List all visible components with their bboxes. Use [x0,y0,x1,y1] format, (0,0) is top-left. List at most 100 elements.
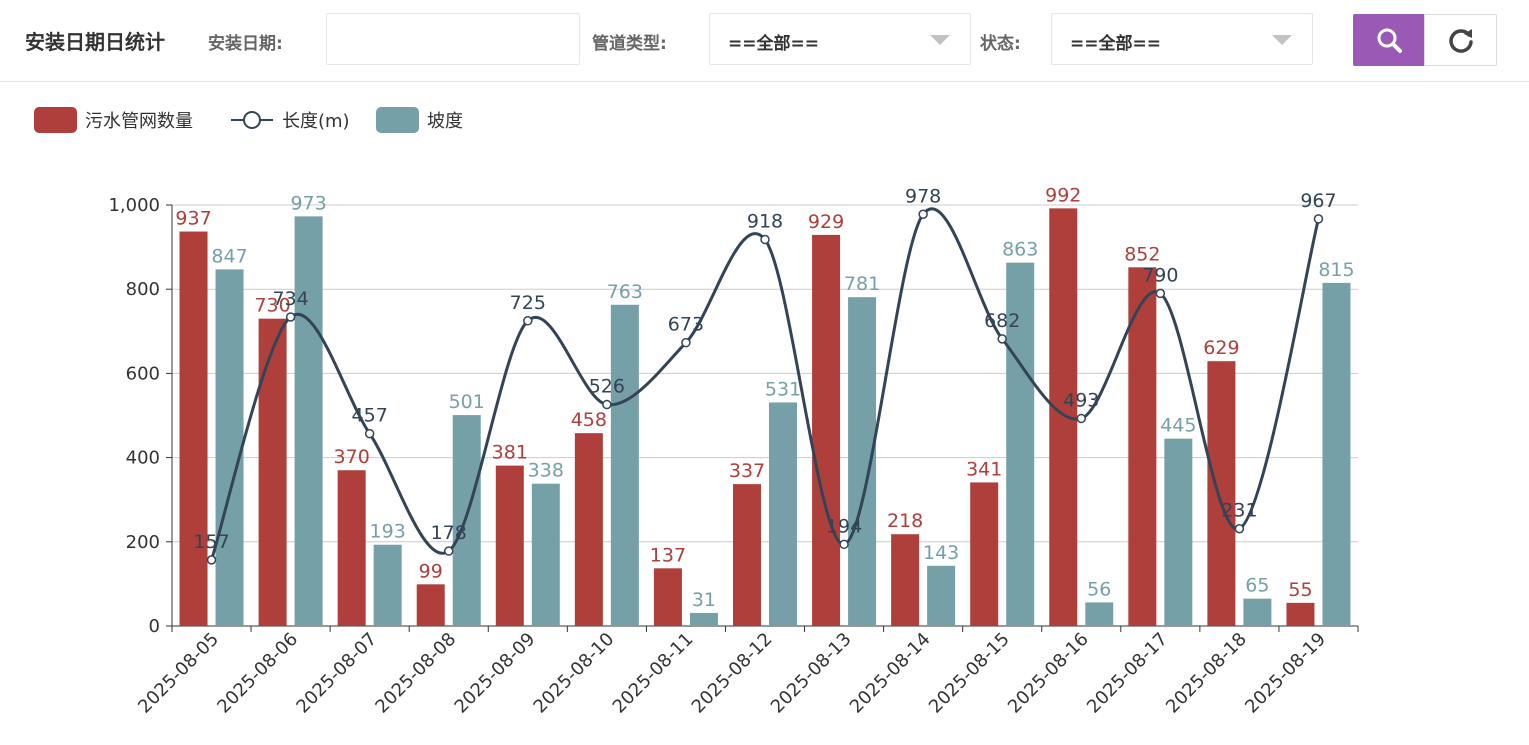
pipe-type-label: 管道类型: [592,34,667,54]
bar-data-label: 781 [844,273,880,295]
pipe-type-value: ==全部== [728,34,819,54]
bar [574,433,603,626]
line-data-label: 194 [826,515,862,537]
line-data-label: 918 [747,211,783,233]
x-tick-label: 2025-08-17 [1083,629,1172,718]
line-data-label: 978 [905,185,941,207]
bar-data-label: 815 [1318,259,1354,281]
bar [689,612,718,626]
line-data-label: 457 [352,405,388,427]
x-tick-label: 2025-08-11 [609,629,698,718]
line-point [839,539,849,550]
bar [1049,208,1078,627]
x-tick-label: 2025-08-08 [371,629,460,718]
line-point [1313,214,1324,224]
bar [215,269,244,626]
line-point [760,234,770,245]
line-data-label: 725 [510,292,546,314]
status-select[interactable]: ==全部== [1051,13,1313,65]
bar [769,402,797,626]
legend-swatch-slope [376,107,419,133]
line-data-label: 526 [589,376,625,398]
legend-item-count[interactable]: 污水管网数量 [34,106,193,134]
bar-data-label: 381 [492,442,528,464]
legend-label-count: 污水管网数量 [85,111,193,132]
bar [495,465,524,626]
x-tick-label: 2025-08-16 [1004,629,1093,718]
line-data-label: 673 [668,314,704,336]
line-point [918,209,928,220]
y-tick-label: 0 [149,616,160,637]
x-tick-label: 2025-08-13 [767,629,856,718]
bar-data-label: 338 [528,460,564,482]
bar-data-label: 56 [1087,578,1111,600]
line-data-label: 734 [272,288,308,310]
legend-line-marker-icon [231,111,273,129]
bar-data-label: 341 [966,458,1002,480]
refresh-button[interactable] [1424,14,1497,66]
bar [373,544,402,626]
x-tick-label: 2025-08-10 [530,629,619,718]
line-point [443,546,454,556]
date-input[interactable] [326,13,580,65]
bar [927,565,956,626]
bar-data-label: 99 [419,560,443,582]
chart-canvas: 02004006008001,0002025-08-052025-08-0620… [108,184,1359,718]
line-point [681,337,691,348]
bar-data-label: 937 [175,208,211,230]
bar [294,216,323,626]
bar-data-label: 501 [449,391,485,413]
filter-toolbar: 安装日期日统计 安装日期: 管道类型: ==全部== 状态: ==全部== [0,0,1529,82]
x-tick-label: 2025-08-14 [846,629,935,718]
legend-item-slope[interactable]: 坡度 [376,106,463,134]
bar-data-label: 337 [729,460,765,482]
bar [653,568,682,626]
bar-data-label: 458 [571,409,607,431]
bar-data-label: 973 [290,192,326,214]
bar [1164,438,1193,626]
bar [531,483,560,626]
legend-item-length[interactable]: 长度(m) [230,106,350,134]
line-data-label: 231 [1221,500,1257,522]
page-title: 安装日期日统计 [25,30,165,54]
y-tick-label: 1,000 [108,195,160,216]
legend-label-length: 长度(m) [282,111,350,132]
bar-data-label: 370 [334,446,370,468]
bar-data-label: 65 [1245,575,1269,597]
x-tick-label: 2025-08-07 [292,629,381,718]
x-tick-label: 2025-08-09 [451,629,540,718]
line-point [206,555,217,565]
bar [337,470,366,626]
bar [970,482,999,626]
bar [610,304,639,626]
x-tick-label: 2025-08-05 [134,629,223,718]
line-data-label: 178 [431,522,467,544]
bar-data-label: 531 [765,378,801,400]
status-value: ==全部== [1070,34,1161,54]
pipe-type-select[interactable]: ==全部== [709,13,971,65]
bar-data-label: 730 [254,295,290,317]
bar [1006,262,1035,626]
y-tick-label: 200 [126,532,160,553]
line-data-label: 790 [1142,264,1178,286]
bar [179,231,208,626]
bar-data-label: 137 [650,544,686,566]
bar [891,534,920,626]
status-label: 状态: [980,34,1021,54]
bar [733,484,761,626]
y-tick-label: 800 [126,279,160,300]
line-point [364,428,375,439]
bar-data-label: 143 [923,542,959,564]
bar-data-label: 763 [607,281,643,303]
line-point [523,316,533,326]
search-icon [1377,28,1402,53]
bar [1286,602,1315,626]
bar [416,584,445,626]
x-tick-label: 2025-08-15 [925,629,1014,718]
line-point [285,312,296,322]
refresh-icon [1448,29,1473,53]
bar [812,234,841,626]
y-tick-label: 400 [126,448,160,469]
search-button[interactable] [1353,14,1425,66]
bar [1085,602,1114,626]
